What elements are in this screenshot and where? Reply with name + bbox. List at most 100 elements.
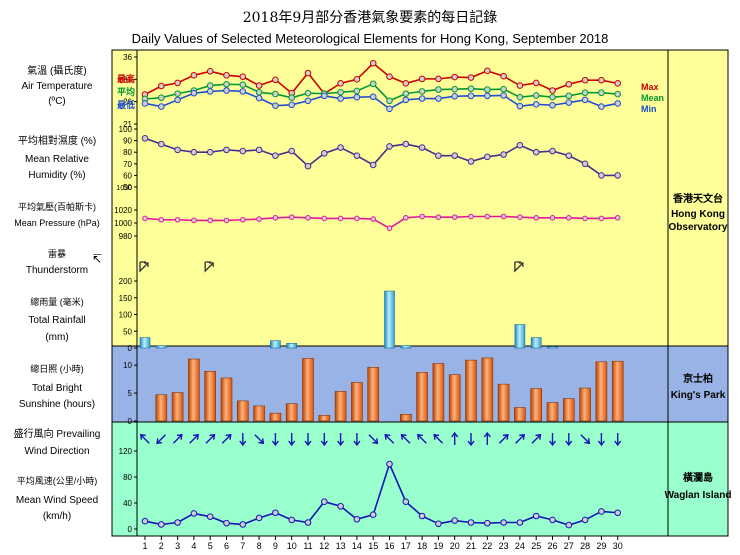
sun-bar-day-4 [188,358,200,422]
thunder-icon-head [518,262,524,267]
temp-mean-point-24 [516,93,524,101]
humidity-point-7 [239,147,247,155]
x-tick-22: 22 [482,541,492,551]
x-tick-15: 15 [368,541,378,551]
station-wi-en: Waglan Island [665,490,732,501]
wind-speed-point-22 [484,519,491,527]
sun-label-cn: 總日照 (小時) [30,363,84,374]
wind-arrow-day-20 [451,431,459,445]
humidity-point-12 [321,150,328,157]
title-en: Daily Values of Selected Meteorological … [132,31,609,46]
wind-arrow-day-14 [353,433,361,447]
temp-min-point-29 [598,103,605,110]
x-tick-16: 16 [384,541,394,551]
wind-arrow-head [384,433,391,440]
temp-min-point-7 [239,88,247,95]
temp-max-point-28 [581,76,589,84]
thunder-label-en: Thunderstorm [26,265,88,276]
humidity-point-30 [614,172,622,179]
temp-tick-0: 36 [123,53,132,62]
x-tick-20: 20 [450,541,460,551]
pressure-point-9 [272,215,279,221]
wind-arrow-day-28 [580,434,591,445]
sun-bar-day-2 [155,394,168,422]
rain-bar-day-1 [139,337,151,349]
station-wi-cn: 橫瀾島 [683,471,713,484]
temp-max-point-18 [418,75,426,83]
pressure-point-21 [468,213,474,220]
rain-bar-day-26 [547,346,558,349]
pressure-point-25 [533,215,540,221]
temp-max-point-20 [451,73,459,81]
wind-arrow-head [337,440,345,447]
temp-min-point-22 [484,92,491,100]
sun-bar-day-5 [204,371,216,422]
temp-max-series [141,59,622,98]
temp-mean-point-18 [418,88,426,95]
humidity-point-11 [304,162,312,170]
pressure-point-6 [223,217,230,224]
temp-min-point-19 [435,95,442,102]
wind-speed-point-26 [549,516,556,524]
station-kp-en: King's Park [671,390,726,401]
x-tick-11: 11 [303,541,312,551]
wind-speed-point-16 [386,460,393,468]
humidity-point-17 [402,140,410,148]
wind-arrow-shaft [580,434,590,444]
temp-min-point-16 [386,105,393,113]
pressure-point-27 [566,215,572,221]
thunder-icon-day-5 [204,261,214,273]
wind-arrow-head [535,433,542,440]
wind-arrow-day-12 [320,433,328,447]
x-tick-10: 10 [287,541,297,551]
pressure-point-1 [142,215,148,222]
rain-bar-day-10 [286,343,298,349]
sun-bar-day-6 [220,377,233,422]
temp-max-point-8 [255,82,263,89]
temp-max-point-17 [402,80,410,87]
rain-tick-0: 200 [119,277,133,286]
humidity-tick-5: 50 [123,183,132,192]
pressure-label-en: Mean Pressure (hPa) [14,218,100,228]
wind-arrow-day-5 [205,433,216,444]
sun-bar-day-12 [318,415,331,422]
wind-arrow-shaft [515,434,524,444]
temp-mean-point-15 [369,80,377,88]
humidity-point-19 [435,152,442,159]
sun-tick-0: 10 [123,361,132,370]
temp-min-point-17 [402,96,410,104]
sun-tick-1: 5 [128,389,133,398]
wind-arrow-head [400,433,407,440]
wind-arrow-shaft [221,434,231,444]
wind-arrow-head [502,433,509,440]
temp-max-point-9 [272,76,279,84]
station-box-hko [667,49,729,347]
wind-speed-series [141,460,622,529]
temp-mean-point-3 [174,90,181,97]
temp-max-point-6 [223,72,230,79]
temp-max-point-26 [549,87,556,94]
wind-speed-point-20 [451,517,459,524]
sun-bar-day-10 [285,403,298,422]
sun-bar-day-18 [416,372,428,422]
temp-min-point-28 [581,96,589,104]
wind-dir-label-en: Wind Direction [24,446,89,457]
temp-mean-point-2 [158,94,165,101]
sun-bar-day-8 [253,405,265,422]
wind-arrow-day-22 [483,431,491,445]
sun-bar-day-26 [546,402,559,422]
temp-min-point-9 [272,102,279,109]
x-tick-26: 26 [547,541,557,551]
wind-arrow-head [139,433,146,440]
temp-max-point-7 [239,73,247,80]
sun-bar-day-23 [497,383,510,422]
pressure-point-19 [435,214,442,220]
temp-max-point-14 [353,76,361,83]
temp-min-point-21 [467,92,475,100]
sun-bar-day-14 [351,382,363,422]
sun-bar-day-11 [302,358,314,422]
temp-min-point-18 [418,95,426,102]
wind-arrow-head [433,433,440,440]
wind-arrow-head [614,440,622,447]
rain-tick-1: 150 [119,294,133,303]
